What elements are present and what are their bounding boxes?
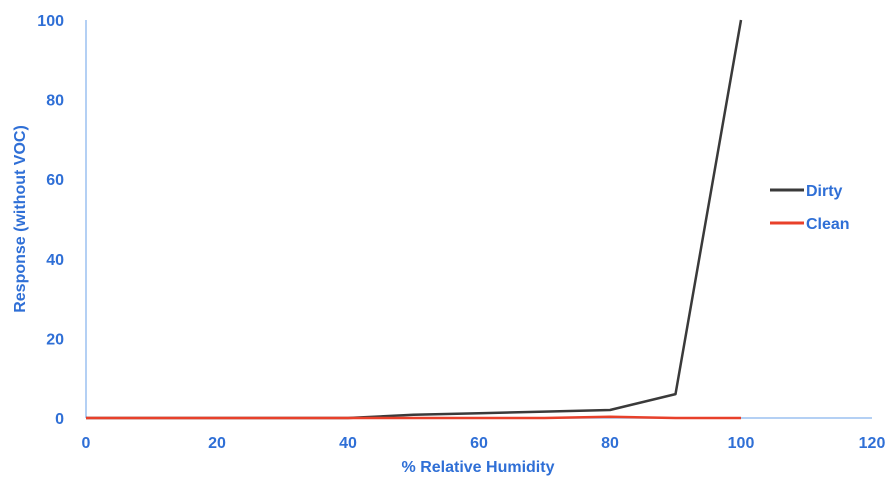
- x-tick-label: 0: [82, 435, 91, 452]
- y-tick-label: 20: [46, 331, 64, 348]
- x-tick-label: 40: [339, 435, 357, 452]
- series-line-clean: [86, 415, 741, 420]
- axes-layer: 0 20 40 60 80 100 0 20 40 60 80 100 120: [37, 13, 885, 452]
- series-line-dirty: [86, 19, 743, 420]
- x-tick-label: 20: [208, 435, 226, 452]
- legend-label-dirty: Dirty: [806, 183, 843, 200]
- x-tick-label: 100: [728, 435, 755, 452]
- legend-label-clean: Clean: [806, 216, 850, 233]
- y-tick-label: 100: [37, 13, 64, 30]
- x-tick-label: 120: [859, 435, 886, 452]
- y-tick-label: 40: [46, 252, 64, 269]
- x-axis-title: % Relative Humidity: [402, 459, 555, 476]
- y-tick-label: 0: [55, 411, 64, 428]
- y-tick-label: 80: [46, 93, 64, 110]
- legend: Dirty Clean: [770, 183, 850, 233]
- x-tick-label: 60: [470, 435, 488, 452]
- series-layer: [86, 19, 743, 420]
- y-tick-label: 60: [46, 172, 64, 189]
- y-axis-title: Response (without VOC): [12, 125, 29, 313]
- x-tick-label: 80: [601, 435, 619, 452]
